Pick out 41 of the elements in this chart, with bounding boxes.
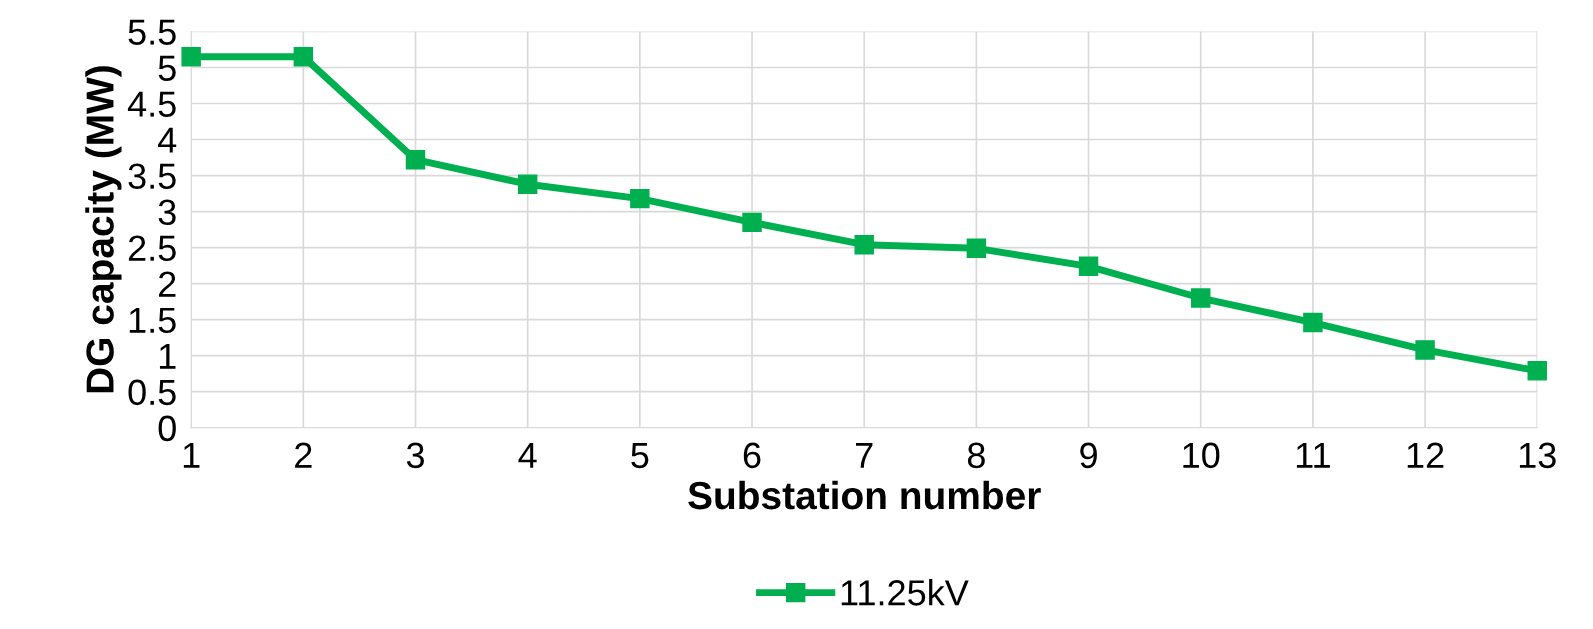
y-tick-label: 1.5 [129,307,176,334]
y-tick-label: 3 [158,199,176,226]
x-tick-label: 3 [406,442,424,469]
x-tick-label: 6 [743,442,761,469]
point [293,46,314,67]
x-tick-label: 7 [856,442,873,468]
y-tick-label: 5 [158,55,176,81]
y-tick-label: 1 [159,343,176,369]
x-tick-label: 1 [183,442,200,468]
point [181,46,201,67]
y-tick-label: 4 [158,127,177,153]
x-tick-label: 9 [1080,442,1097,469]
y-tick-label: 2 [159,271,176,297]
x-tick-label: 11 [1296,442,1330,468]
y-tick-label: 0.5 [128,379,176,406]
x-axis-title: Substation number [688,480,1041,510]
point [405,149,426,170]
x-tick-label: 4 [518,442,537,468]
x-tick-label: 10 [1183,442,1220,469]
y-axis-title: DG capacity (MW) [85,66,122,393]
legend-label: 11.25kV [841,579,969,606]
point [1303,312,1323,333]
point [1191,288,1211,308]
point [1527,361,1547,381]
point [630,188,650,209]
x-tick-label: 5 [631,442,649,469]
y-tick-label: 4.5 [127,91,176,117]
x-tick-label: 8 [967,442,985,469]
x-tick-label: 2 [295,442,312,468]
y-tick-label: 3.5 [128,163,176,189]
x-tick-label: 12 [1407,442,1444,468]
point [854,234,874,255]
point [517,174,538,194]
y-tick-label: 0 [158,415,176,442]
x-tick-label: 13 [1519,442,1556,469]
y-tick-label: 2.5 [128,235,176,262]
point [1415,340,1435,360]
point [742,212,762,233]
point [966,238,987,259]
point [1078,256,1099,277]
y-tick-label: 5.5 [128,19,176,45]
